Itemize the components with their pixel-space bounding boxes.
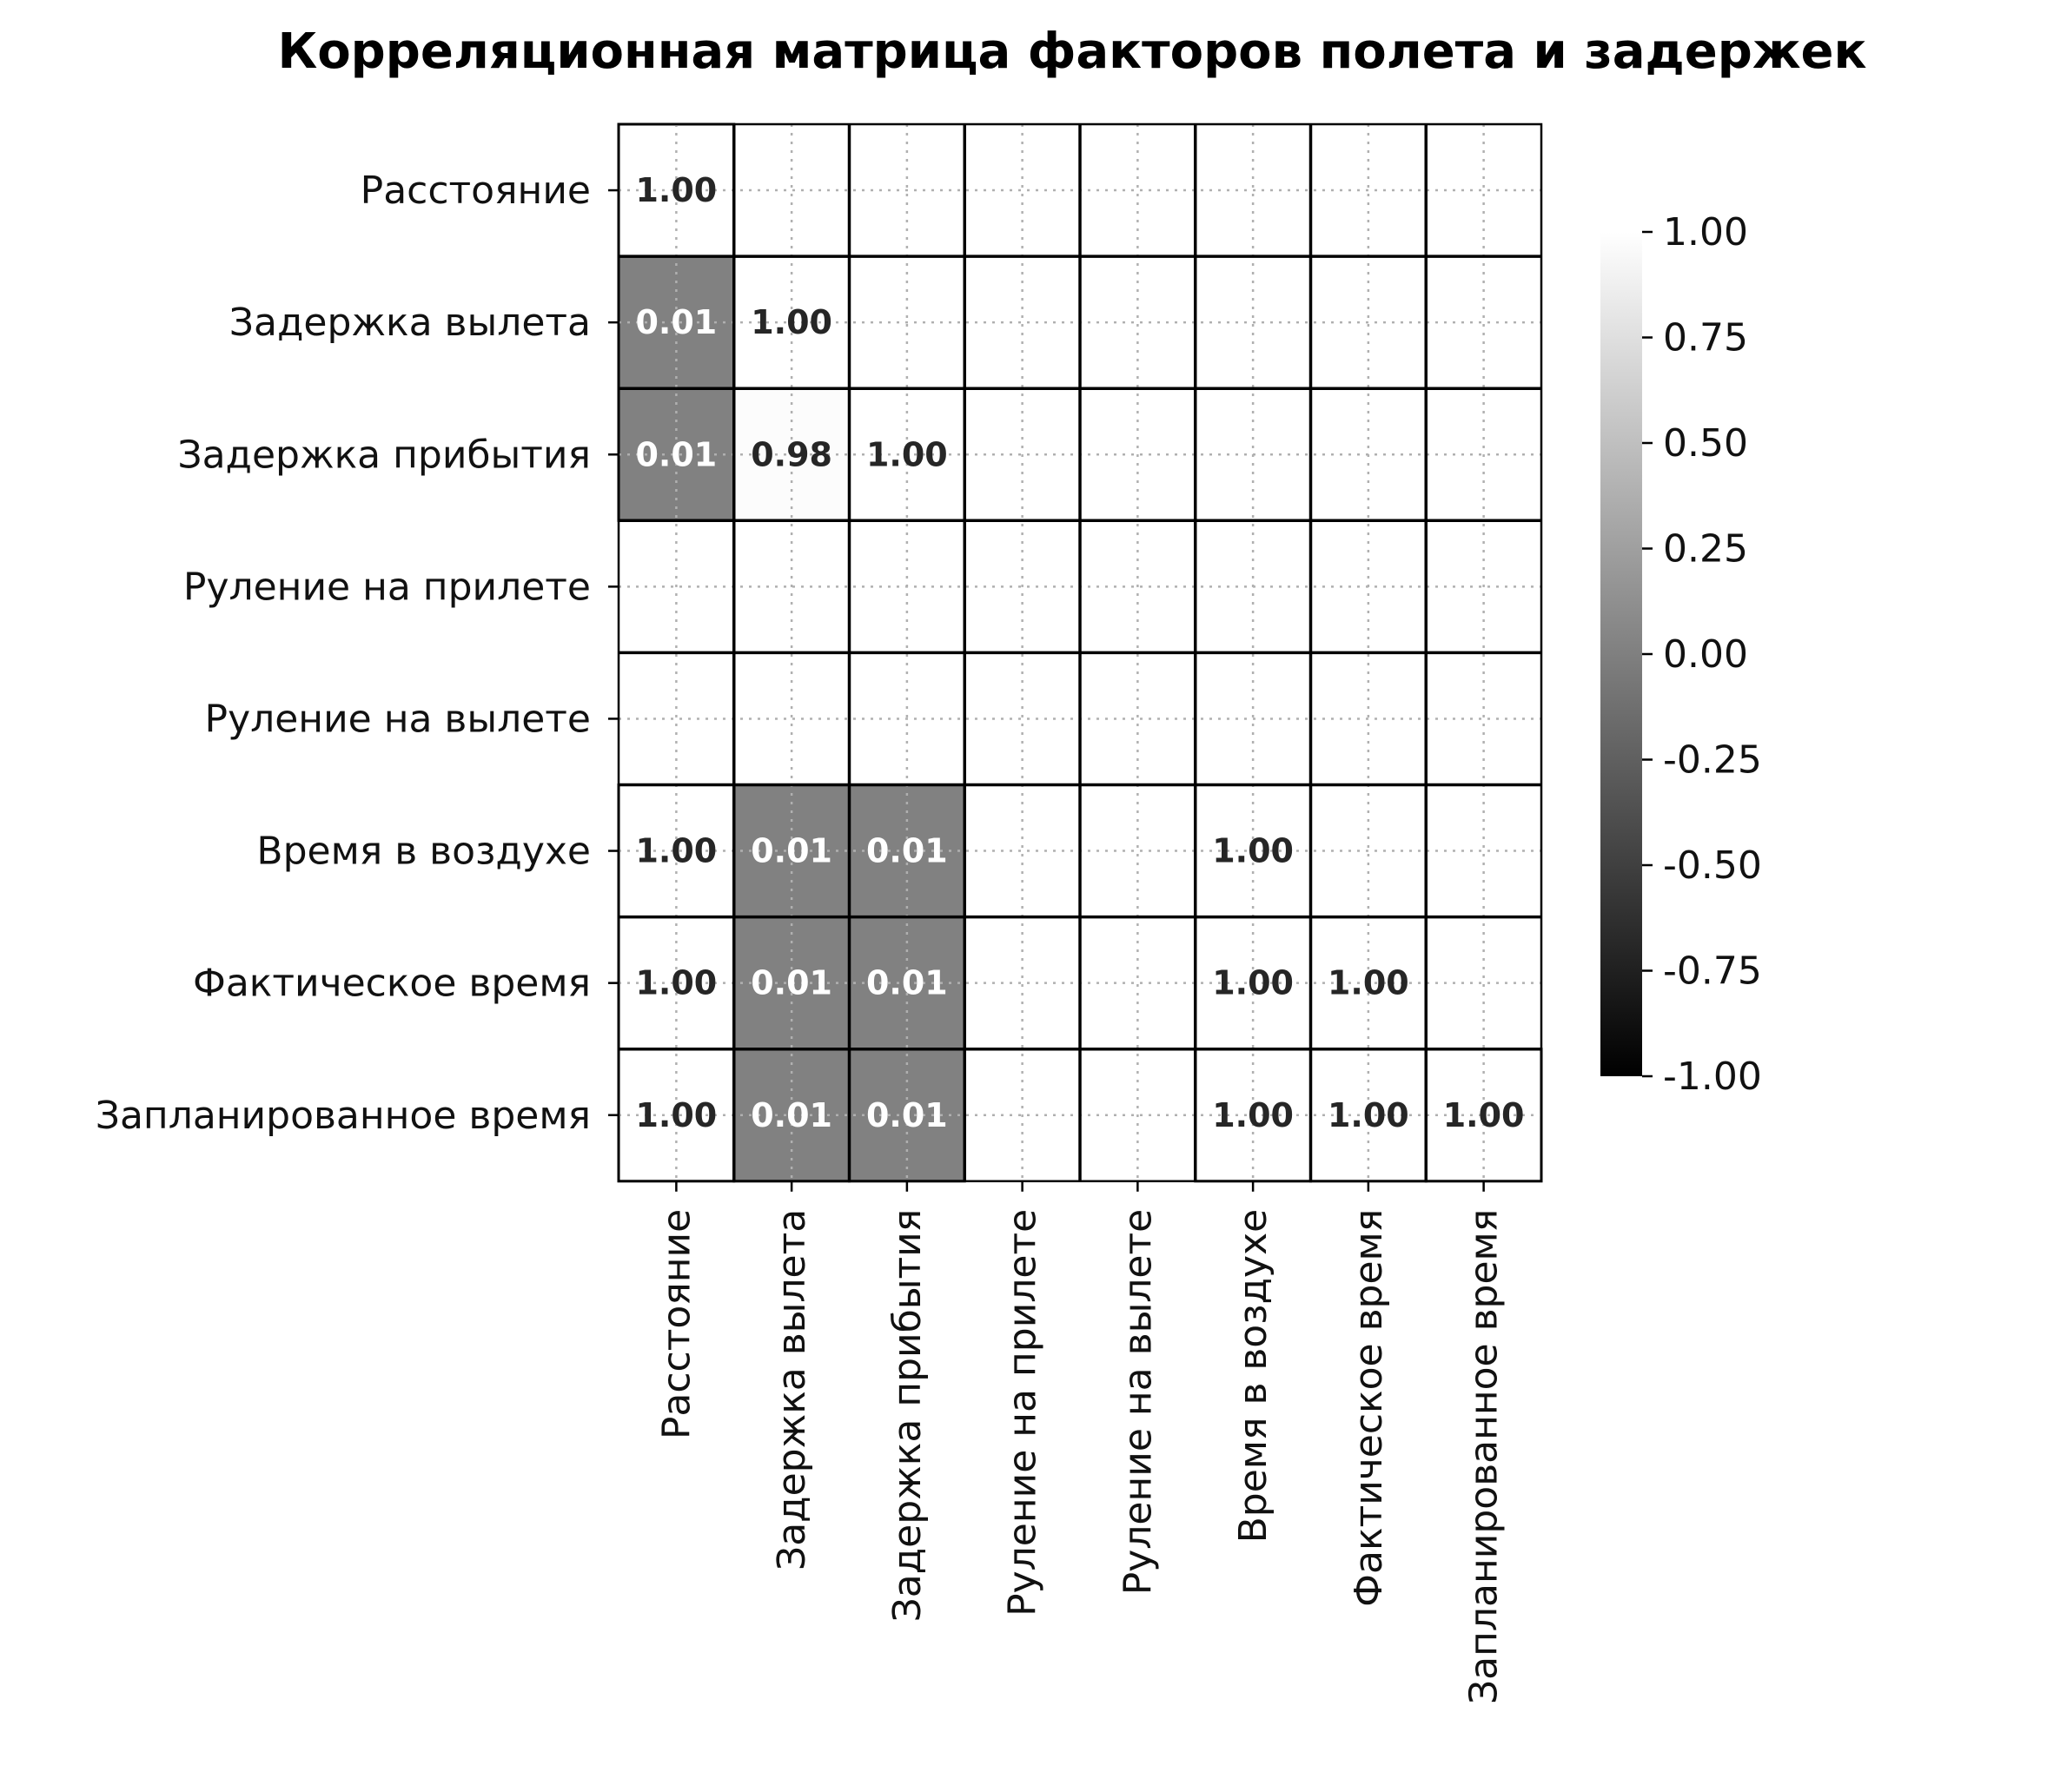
cell-value-label: 0.01 <box>866 1096 948 1134</box>
cell-value-label: 0.01 <box>635 435 717 473</box>
cell-value-label: 1.00 <box>1212 964 1294 1002</box>
x-tick-label: Руление на прилете <box>1001 1209 1045 1617</box>
heatmap-gridlines <box>617 122 1543 1183</box>
cell-value-label: 1.00 <box>635 171 717 209</box>
colorbar-tick-label: -0.25 <box>1663 738 1762 783</box>
colorbar-tick-label: 0.25 <box>1663 527 1748 572</box>
y-axis: Расстояние Задержка вылета Задержка прибыт… <box>96 169 619 1138</box>
heatmap-frame <box>617 122 1543 1183</box>
cell-value-label: 0.01 <box>751 1096 832 1134</box>
heatmap-annotations: 1.00 0.01 1.00 0.01 0.98 1.00 1.00 0.01 0.01 1.00… <box>635 171 1524 1134</box>
y-tick-label: Расстояние <box>361 169 591 213</box>
cell-value-label: 1.00 <box>1212 832 1294 870</box>
colorbar-tick-label: 1.00 <box>1663 210 1748 255</box>
y-tick-label: Руление на прилете <box>183 565 591 609</box>
y-tick-label: Задержка прибытия <box>177 433 591 477</box>
chart-title: Корреляционная матрица факторов полета и… <box>277 23 1866 80</box>
x-tick-label: Руление на вылете <box>1116 1209 1160 1595</box>
y-tick-label: Запланированное время <box>96 1094 591 1138</box>
colorbar-tick-label: 0.75 <box>1663 316 1748 360</box>
cell-value-label: 1.00 <box>1328 964 1409 1002</box>
colorbar: 1.00 0.75 0.50 0.25 0.00 -0.25 -0.50 -0.75 -1.00 <box>1600 210 1762 1099</box>
x-tick-label: Расстояние <box>654 1209 699 1439</box>
colorbar-tick-label: 0.00 <box>1663 632 1748 677</box>
y-tick-label: Руление на вылете <box>205 697 591 741</box>
heatmap-cell <box>732 916 851 1051</box>
cell-value-label: 0.01 <box>866 832 948 870</box>
cell-value-label: 1.00 <box>866 435 948 473</box>
colorbar-tick-label: -1.00 <box>1663 1055 1762 1099</box>
cell-value-label: 1.00 <box>635 964 717 1002</box>
x-tick-label: Фактическое время <box>1347 1209 1391 1607</box>
cell-value-label: 1.00 <box>635 832 717 870</box>
colorbar-tick-label: -0.75 <box>1663 949 1762 994</box>
x-tick-label: Задержка прибытия <box>885 1209 930 1623</box>
y-tick-label: Фактическое время <box>193 962 591 1006</box>
cell-value-label: 0.98 <box>751 435 832 473</box>
cell-value-label: 0.01 <box>635 303 717 341</box>
x-tick-label: Запланированное время <box>1462 1209 1507 1704</box>
cell-value-label: 0.01 <box>866 964 948 1002</box>
x-axis: Расстояние Задержка вылета Задержка прибыт… <box>654 1180 1507 1704</box>
colorbar-tick-label: -0.50 <box>1663 843 1762 888</box>
colorbar-gradient <box>1600 232 1642 1076</box>
cell-value-label: 1.00 <box>1328 1096 1409 1134</box>
cell-value-label: 1.00 <box>635 1096 717 1134</box>
y-tick-label: Время в воздухе <box>256 830 591 874</box>
cell-value-label: 1.00 <box>751 303 832 341</box>
x-tick-label: Время в воздухе <box>1231 1209 1275 1544</box>
x-tick-label: Задержка вылета <box>770 1209 814 1570</box>
cell-value-label: 1.00 <box>1212 1096 1294 1134</box>
cell-value-label: 0.01 <box>751 964 832 1002</box>
cell-value-label: 0.01 <box>751 832 832 870</box>
cell-value-label: 1.00 <box>1443 1096 1525 1134</box>
colorbar-tick-label: 0.50 <box>1663 421 1748 466</box>
y-tick-label: Задержка вылета <box>229 301 591 345</box>
